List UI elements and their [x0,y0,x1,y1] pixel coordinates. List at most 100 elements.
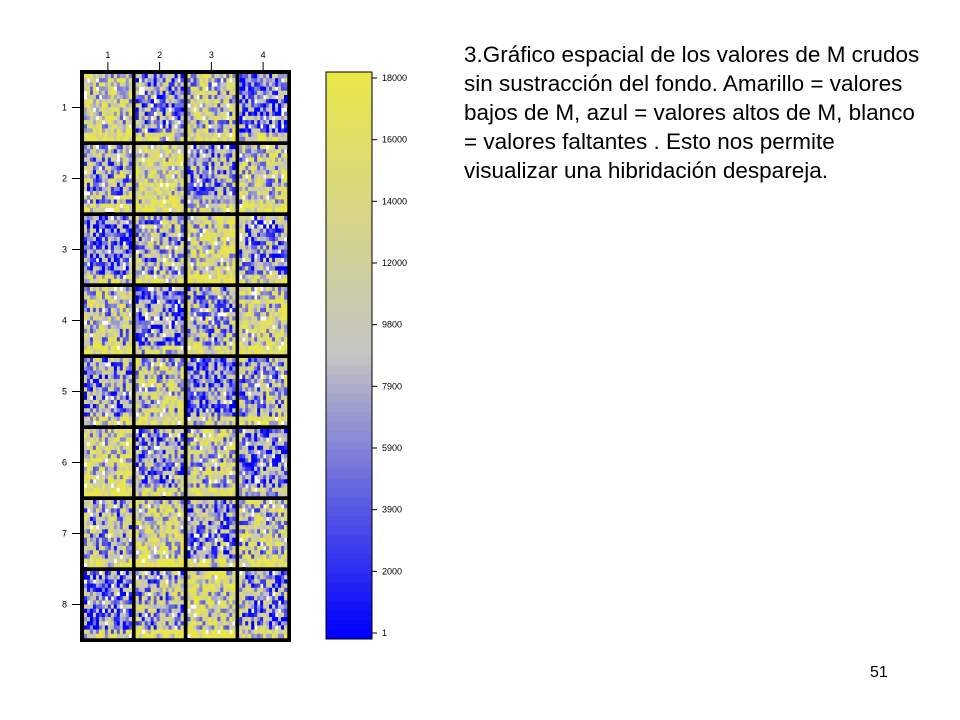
heatmap-cell [171,145,175,150]
heatmap-cell [187,157,191,163]
heatmap-cell [86,107,91,112]
heatmap-cell [245,178,249,183]
heatmap-cell [205,395,209,401]
heatmap-cell [147,149,151,154]
heatmap-cell [196,420,200,426]
heatmap-cell [217,412,221,417]
heatmap-cell [278,145,282,150]
heatmap-cell [223,378,227,384]
heatmap-cell [125,236,130,242]
heatmap-cell [269,103,273,108]
heatmap-cell [98,224,103,229]
heatmap-cell [116,441,121,447]
heatmap-cell [147,74,151,79]
heatmap-cell [208,128,212,133]
heatmap-cell [196,395,200,401]
heatmap-cell [162,303,166,309]
heatmap-cell [138,228,143,234]
heatmap-cell [144,195,148,200]
heatmap-cell [275,82,279,87]
heatmap-cell [107,253,112,259]
heatmap-cell [150,253,154,259]
heatmap-cell [162,295,166,300]
heatmap-cell [220,94,224,100]
heatmap-cell [86,278,91,284]
heatmap-cell [177,90,181,96]
heatmap-cell [208,224,212,229]
heatmap-cell [180,220,184,225]
heatmap-cell [190,161,194,167]
heatmap-cell [226,220,230,225]
heatmap-cell [242,274,246,280]
heatmap-cell [229,203,233,209]
heatmap-cell [168,362,172,367]
heatmap-cell [153,358,157,363]
heatmap-cell [159,207,163,213]
heatmap-cell [125,165,130,171]
heatmap-cell [248,170,252,175]
heatmap-cell [220,124,224,129]
heatmap-cell [168,186,172,192]
heatmap-cell [116,366,121,371]
heatmap-cell [101,387,106,392]
heatmap-cell [263,320,267,325]
heatmap-cell [242,387,246,392]
heatmap-cell [269,249,273,254]
heatmap-cell [266,245,270,250]
heatmap-cell [177,362,181,367]
heatmap-cell [187,128,191,133]
heatmap-cell [257,107,261,112]
heatmap-cell [147,345,151,351]
heatmap-cell [113,341,118,346]
heatmap-cell [153,374,157,380]
heatmap-cell [226,378,230,384]
heatmap-cell [226,149,230,154]
heatmap-cell [147,249,151,254]
heatmap-cell [242,203,246,209]
heatmap-cell [254,136,258,142]
heatmap-cell [150,316,154,321]
heatmap-cell [171,224,175,229]
heatmap-cell [254,120,258,125]
heatmap-cell [242,303,246,309]
heatmap-cell [110,103,115,108]
heatmap-cell [125,182,130,188]
heatmap-cell [92,216,97,221]
heatmap-cell [242,287,246,292]
heatmap-cell [284,195,288,200]
heatmap-cell [86,299,91,305]
heatmap-cell [190,266,194,271]
heatmap-cell [239,370,243,376]
heatmap-cell [174,345,178,351]
heatmap-cell [190,291,194,296]
heatmap-cell [220,170,224,175]
heatmap-cell [128,103,133,108]
heatmap-cell [162,124,166,129]
heatmap-cell [95,445,100,451]
heatmap-cell [202,253,206,259]
heatmap-cell [156,391,160,396]
heatmap-cell [125,170,130,175]
heatmap-cell [208,383,212,388]
heatmap-cell [260,203,264,209]
heatmap-cell [104,99,109,104]
heatmap-cell [92,303,97,309]
heatmap-cell [257,90,261,96]
heatmap-cell [251,111,255,117]
heatmap-cell [101,228,106,234]
heatmap-cell [284,370,288,376]
heatmap-cell [141,262,146,267]
heatmap-cell [239,404,243,409]
heatmap-cell [242,312,246,317]
heatmap-cell [119,378,124,384]
heatmap-cell [89,320,94,325]
heatmap-cell [229,103,233,108]
heatmap-cell [177,274,181,280]
heatmap-cell [193,307,197,313]
heatmap-cell [119,454,124,459]
heatmap-cell [229,74,233,79]
heatmap-cell [138,404,143,409]
heatmap-cell [245,124,249,129]
heatmap-cell [174,253,178,259]
heatmap-cell [202,257,206,263]
